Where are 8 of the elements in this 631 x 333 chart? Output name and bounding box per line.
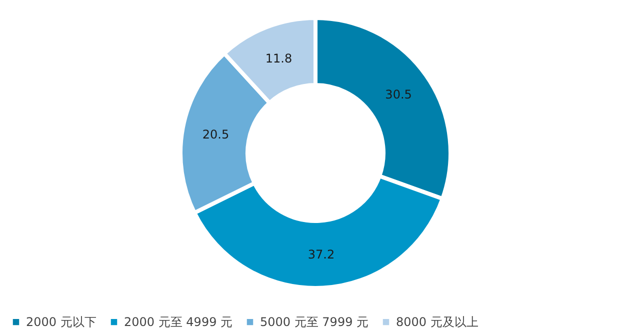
legend-label: 5000 元至 7999 元	[260, 315, 369, 330]
legend-label: 8000 元及以上	[396, 315, 478, 330]
data-label: 20.5	[202, 127, 230, 142]
data-label: 11.8	[265, 51, 292, 66]
data-label: 37.2	[308, 247, 335, 262]
legend-label: 2000 元至 4999 元	[124, 315, 233, 330]
legend-label: 2000 元以下	[26, 315, 96, 330]
data-label: 30.5	[385, 88, 412, 102]
